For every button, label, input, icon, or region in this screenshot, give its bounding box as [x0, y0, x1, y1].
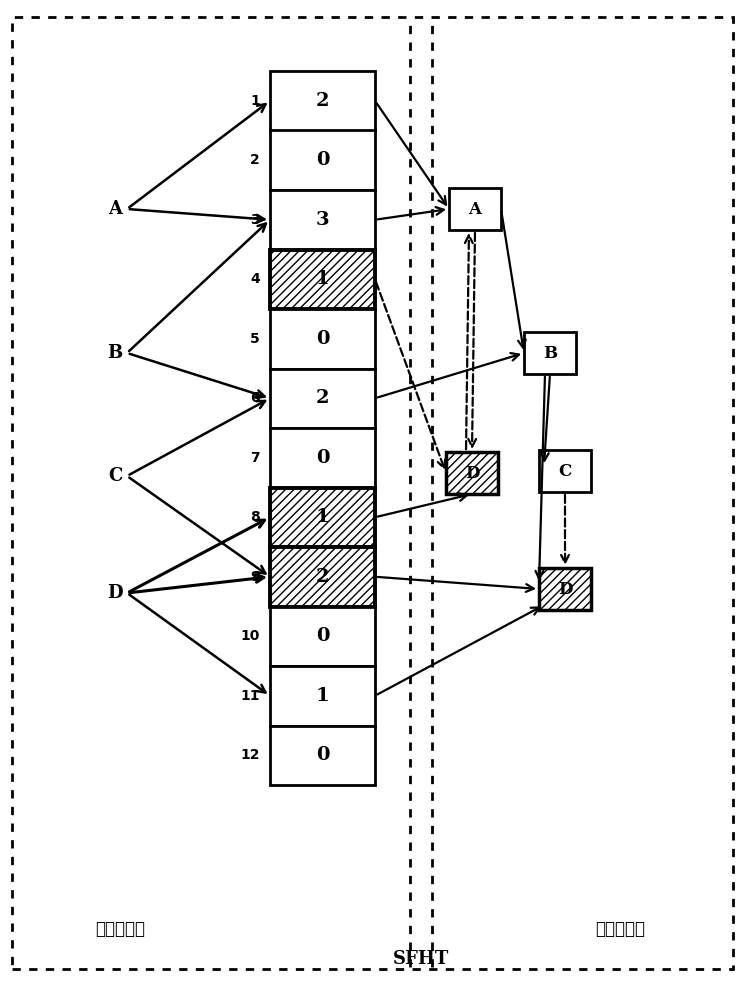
- Text: 8: 8: [250, 510, 260, 524]
- Text: 1: 1: [250, 94, 260, 108]
- Text: 3: 3: [250, 213, 260, 227]
- Text: 片外存储器: 片外存储器: [595, 920, 645, 938]
- Text: 2: 2: [250, 153, 260, 167]
- Bar: [270, 369, 375, 428]
- Bar: [270, 249, 375, 309]
- Text: SFHT: SFHT: [393, 950, 449, 968]
- Text: 12: 12: [241, 749, 260, 762]
- Bar: [539, 568, 591, 610]
- Text: 0: 0: [316, 627, 329, 645]
- Text: 2: 2: [316, 92, 329, 110]
- Text: 片上存储器: 片上存储器: [95, 920, 145, 938]
- Text: A: A: [108, 200, 122, 218]
- Text: 3: 3: [316, 211, 329, 229]
- Text: B: B: [543, 344, 557, 362]
- Bar: [270, 428, 375, 488]
- Text: 10: 10: [241, 629, 260, 644]
- Text: 5: 5: [250, 332, 260, 345]
- Text: 11: 11: [241, 689, 260, 702]
- Bar: [270, 71, 375, 130]
- Text: 6: 6: [250, 391, 260, 405]
- Text: 1: 1: [316, 508, 329, 526]
- Text: A: A: [469, 200, 481, 218]
- Text: 4: 4: [250, 273, 260, 286]
- Bar: [270, 547, 375, 606]
- Bar: [446, 452, 498, 494]
- Text: 0: 0: [316, 151, 329, 170]
- Bar: [270, 726, 375, 785]
- Text: D: D: [558, 581, 572, 597]
- Text: B: B: [107, 344, 123, 362]
- Bar: [539, 568, 591, 610]
- Bar: [270, 130, 375, 190]
- Text: 7: 7: [250, 450, 260, 465]
- Bar: [524, 332, 576, 374]
- Text: 0: 0: [316, 448, 329, 467]
- Bar: [539, 450, 591, 492]
- Text: C: C: [108, 467, 122, 485]
- Bar: [270, 488, 375, 547]
- Text: C: C: [558, 462, 571, 480]
- Bar: [270, 666, 375, 726]
- Bar: [270, 190, 375, 249]
- Bar: [270, 309, 375, 369]
- Bar: [446, 452, 498, 494]
- Bar: [270, 547, 375, 606]
- Text: D: D: [465, 464, 479, 482]
- Text: 0: 0: [316, 747, 329, 764]
- Text: 2: 2: [316, 389, 329, 407]
- Text: D: D: [107, 584, 123, 602]
- Bar: [270, 606, 375, 666]
- Text: 0: 0: [316, 330, 329, 347]
- Text: 1: 1: [316, 687, 329, 704]
- Bar: [270, 488, 375, 547]
- Text: 9: 9: [250, 570, 260, 584]
- Text: 1: 1: [316, 270, 329, 288]
- Text: 2: 2: [316, 568, 329, 586]
- Bar: [449, 188, 501, 230]
- Bar: [270, 249, 375, 309]
